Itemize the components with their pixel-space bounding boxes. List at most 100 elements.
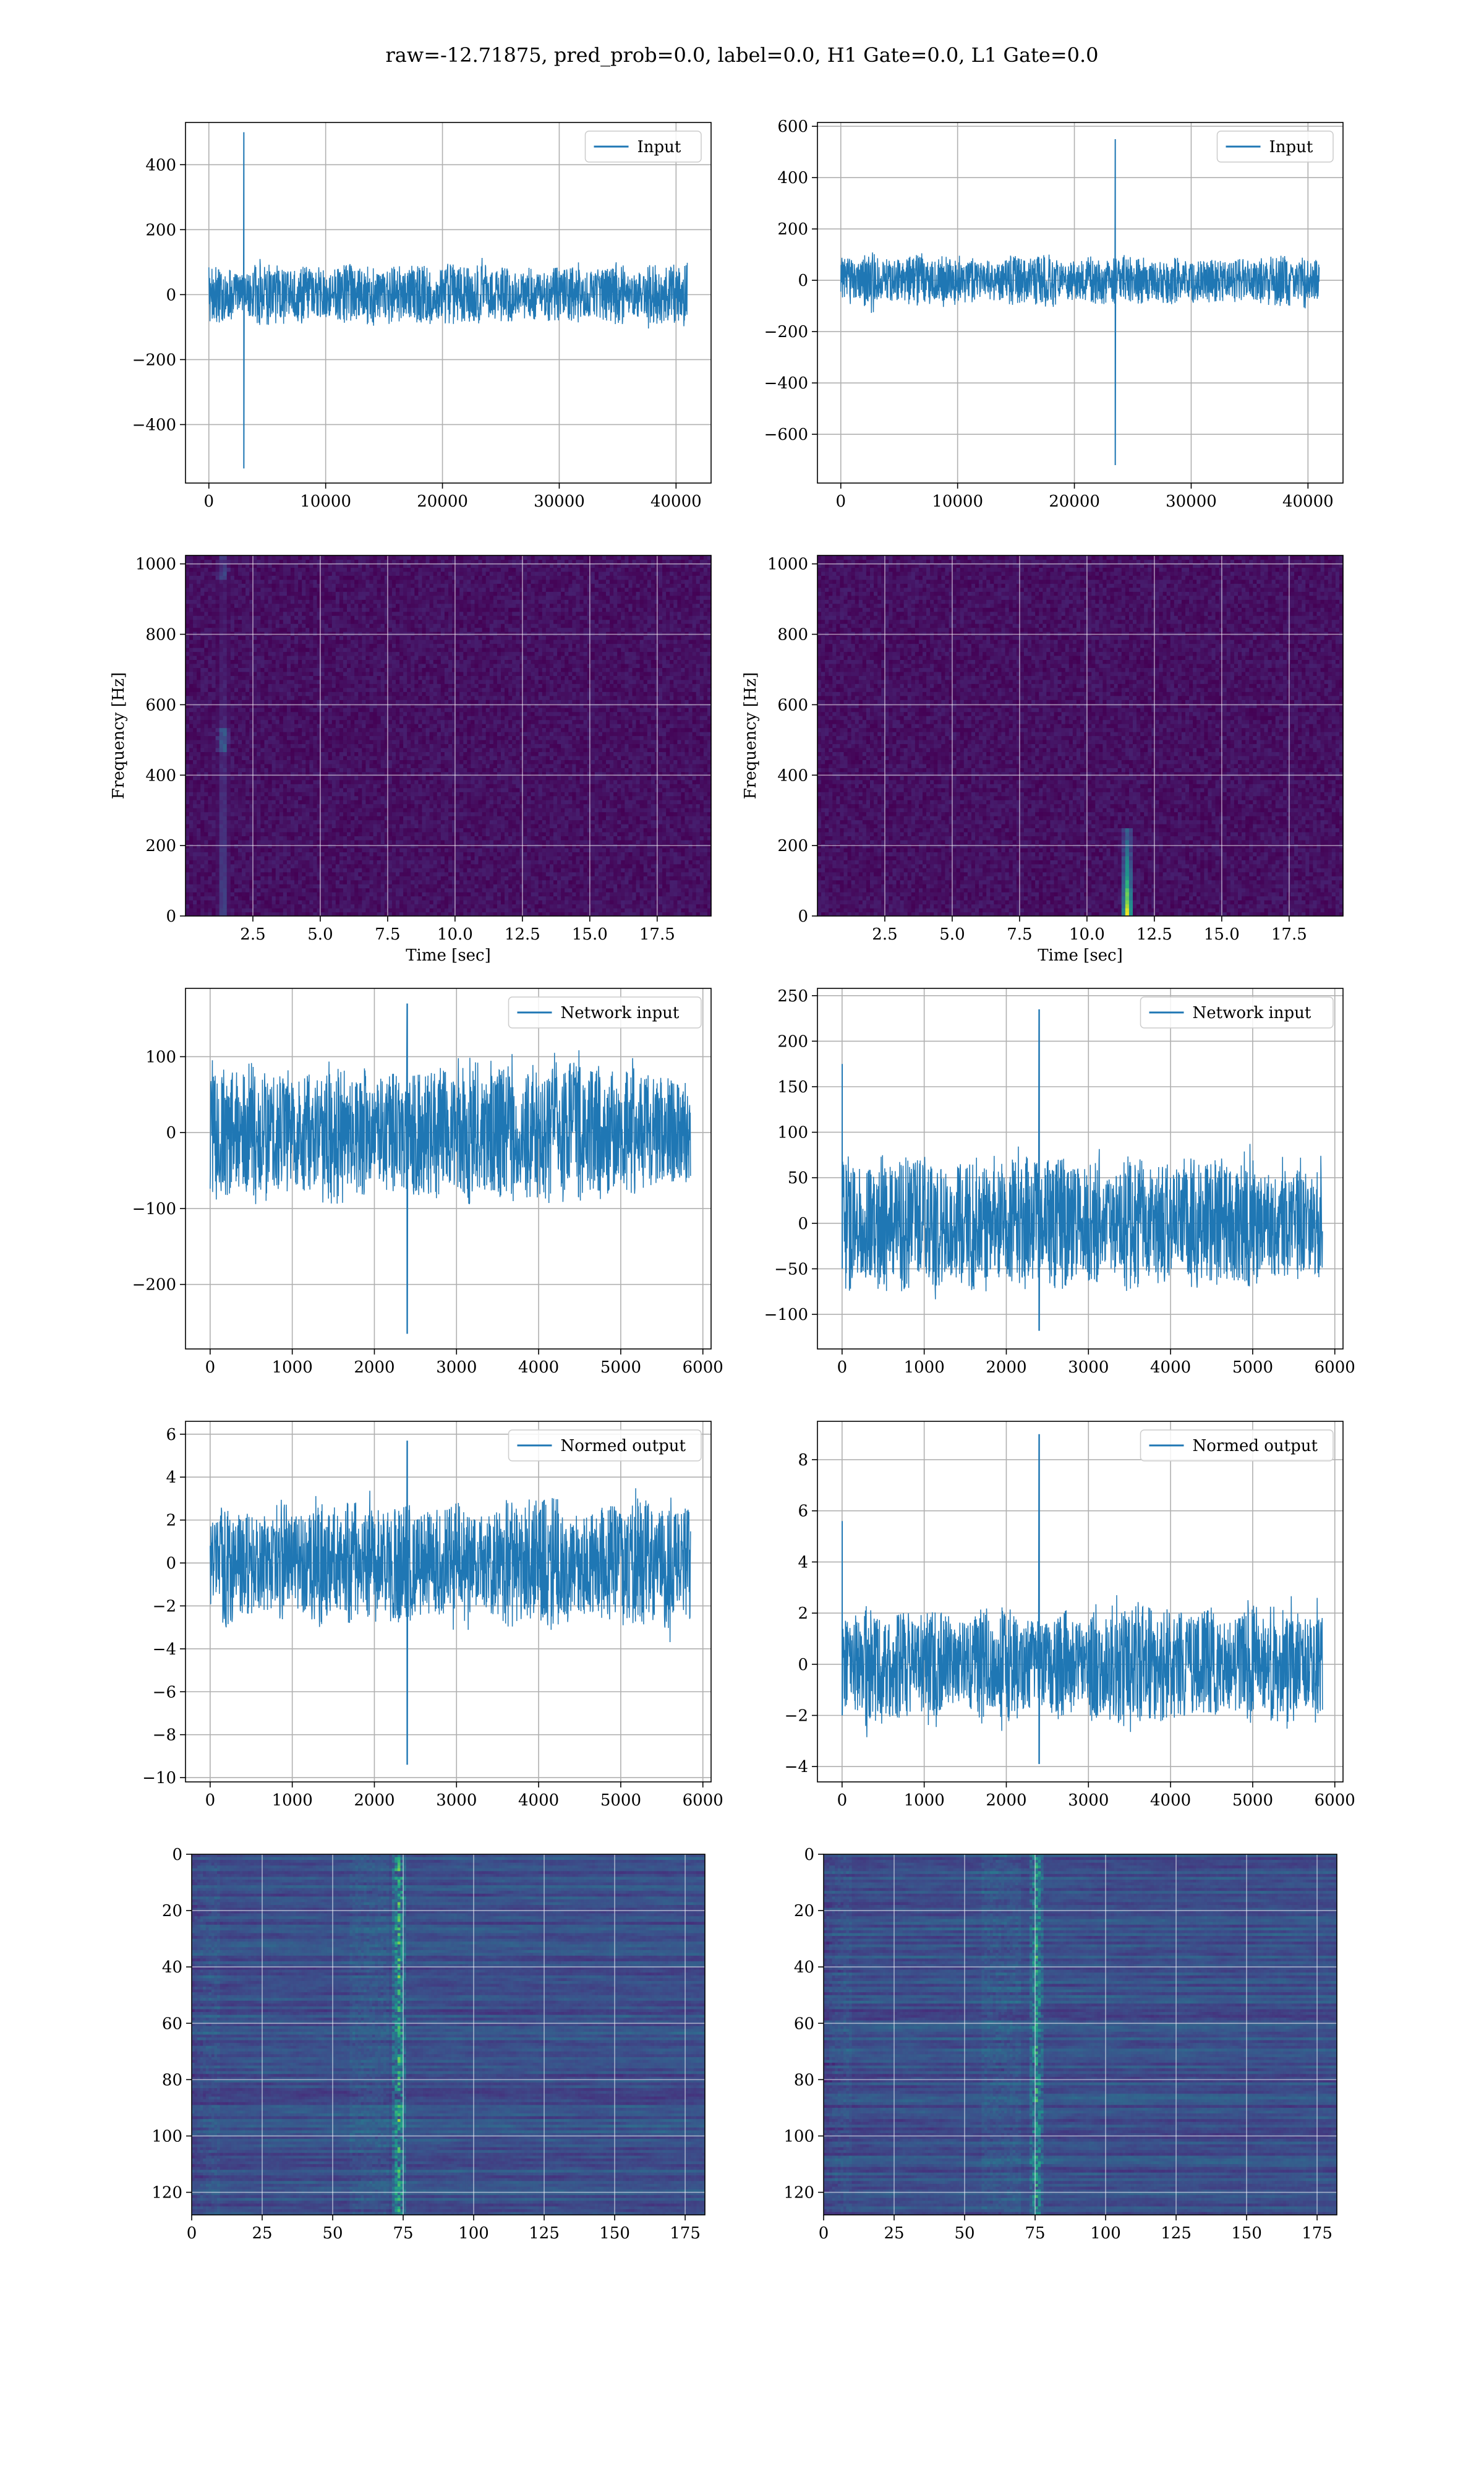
heatmap-cell [227, 872, 231, 876]
heatmap-cell [208, 708, 212, 712]
heatmap-cell [231, 816, 235, 820]
heatmap-cell [193, 760, 197, 764]
heatmap-cell [257, 648, 261, 652]
heatmap-cell [197, 675, 201, 680]
heatmap-cell [197, 708, 201, 712]
heatmap-cell [242, 580, 246, 584]
heatmap-cell [227, 756, 231, 760]
heatmap-cell [220, 808, 224, 812]
heatmap-cell [220, 848, 224, 852]
heatmap-cell [223, 591, 228, 596]
heatmap-cell [253, 680, 257, 684]
heatmap-cell [245, 876, 250, 880]
heatmap-cell [212, 583, 216, 588]
heatmap-cell [253, 848, 257, 852]
heatmap-cell [245, 580, 250, 584]
heatmap-cell [231, 651, 235, 656]
heatmap-cell [212, 559, 216, 563]
heatmap-cell [245, 596, 250, 600]
heatmap-cell [242, 728, 246, 732]
heatmap-cell [257, 623, 261, 628]
heatmap-cell [238, 700, 242, 704]
heatmap-cell [223, 680, 228, 684]
heatmap-cell [245, 567, 250, 571]
heatmap-cell [253, 659, 257, 664]
heatmap-cell [223, 884, 228, 888]
heatmap-cell [189, 860, 194, 864]
heatmap-cell [227, 832, 231, 836]
heatmap-cell [200, 824, 205, 828]
heatmap-cell [257, 820, 261, 824]
heatmap-cell [216, 656, 220, 660]
heatmap-cell [220, 904, 224, 909]
heatmap-cell [204, 656, 208, 660]
heatmap-cell [231, 736, 235, 740]
heatmap-cell [193, 620, 197, 624]
heatmap-cell [197, 716, 201, 720]
heatmap-cell [238, 588, 242, 592]
heatmap-cell [200, 876, 205, 880]
heatmap-cell [223, 796, 228, 800]
heatmap-cell [216, 832, 220, 836]
heatmap-cell [204, 604, 208, 608]
heatmap-cell [231, 796, 235, 800]
heatmap-cell [200, 599, 205, 604]
heatmap-cell [242, 808, 246, 812]
heatmap-cell [227, 615, 231, 620]
heatmap-cell [234, 792, 239, 796]
heatmap-cell [253, 575, 257, 580]
heatmap-cell [245, 860, 250, 864]
heatmap-cell [197, 728, 201, 732]
heatmap-cell [193, 667, 197, 672]
heatmap-cell [200, 880, 205, 884]
heatmap-cell [197, 588, 201, 592]
heatmap-cell [245, 776, 250, 780]
heatmap-cell [212, 651, 216, 656]
heatmap-cell [253, 832, 257, 836]
heatmap-cell [204, 812, 208, 816]
heatmap-cell [200, 812, 205, 816]
heatmap-cell [223, 908, 228, 912]
heatmap-cell [253, 740, 257, 744]
heatmap-cell [197, 648, 201, 652]
heatmap-cell [238, 743, 242, 748]
heatmap-cell [186, 792, 190, 796]
heatmap-cell [260, 904, 265, 909]
heatmap-cell [234, 788, 239, 792]
heatmap-cell [216, 900, 220, 904]
heatmap-cell [227, 672, 231, 676]
heatmap-cell [238, 659, 242, 664]
heatmap-cell [204, 832, 208, 836]
heatmap-cell [257, 740, 261, 744]
heatmap-cell [223, 880, 228, 884]
heatmap-cell [200, 596, 205, 600]
heatmap-cell [220, 876, 224, 880]
heatmap-cell [200, 604, 205, 608]
heatmap-cell [216, 607, 220, 612]
heatmap-cell [200, 908, 205, 912]
heatmap-cell [220, 836, 224, 840]
heatmap-cell [193, 904, 197, 909]
heatmap-cell [208, 623, 212, 628]
heatmap-cell [200, 864, 205, 868]
heatmap-cell [227, 888, 231, 892]
heatmap-cell [204, 852, 208, 856]
heatmap-cell [200, 756, 205, 760]
heatmap-cell [242, 664, 246, 668]
heatmap-cell [186, 700, 190, 704]
heatmap-cell [227, 555, 231, 560]
heatmap-cell [227, 820, 231, 824]
heatmap-cell [242, 700, 246, 704]
heatmap-cell [231, 888, 235, 892]
heatmap-cell [220, 736, 224, 740]
heatmap-cell [220, 812, 224, 816]
heatmap-cell [200, 620, 205, 624]
heatmap-cell [212, 580, 216, 584]
heatmap-cell [189, 808, 194, 812]
heatmap-cell [186, 607, 190, 612]
heatmap-cell [242, 688, 246, 692]
heatmap-cell [189, 796, 194, 800]
heatmap-cell [193, 700, 197, 704]
heatmap-cell [223, 844, 228, 848]
heatmap-cell [231, 872, 235, 876]
